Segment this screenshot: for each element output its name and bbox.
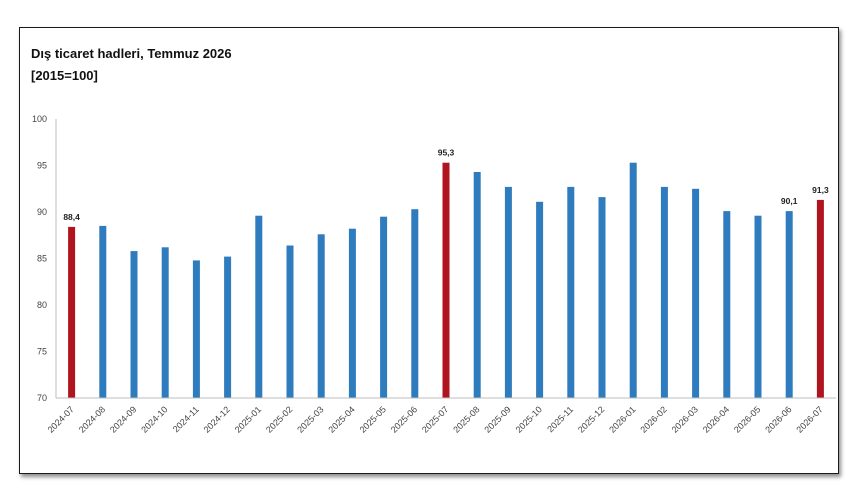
- bar-2025-01: [255, 215, 263, 398]
- x-tick-label: 2025-04: [326, 404, 356, 434]
- data-label: 95,3: [438, 148, 455, 158]
- x-tick-label: 2025-08: [451, 404, 481, 434]
- x-tick-label: 2026-06: [763, 404, 793, 434]
- x-tick-label: 2024-11: [171, 404, 201, 434]
- y-tick-label: 90: [37, 207, 47, 217]
- x-tick-label: 2024-12: [202, 404, 232, 434]
- x-tick-label: 2024-10: [139, 404, 169, 434]
- x-tick-label: 2026-02: [638, 404, 668, 434]
- x-tick-label: 2024-08: [77, 404, 107, 434]
- x-tick-label: 2026-01: [607, 404, 637, 434]
- data-labels: 88,4 95,3 90,1 91,3: [63, 148, 829, 222]
- bar-2024-11: [192, 260, 200, 398]
- data-label: 88,4: [63, 212, 80, 222]
- data-label: 91,3: [812, 185, 829, 195]
- x-tick-label: 2026-05: [732, 404, 762, 434]
- bar-2024-10: [161, 247, 169, 398]
- x-tick-label: 2026-04: [701, 404, 731, 434]
- y-tick-label: 80: [37, 300, 47, 310]
- bar-2025-04: [348, 228, 356, 398]
- y-tick-label: 100: [32, 114, 47, 124]
- bar-2024-09: [130, 251, 138, 398]
- y-tick-label: 75: [37, 347, 47, 357]
- x-tick-label: 2026-07: [794, 404, 824, 434]
- y-axis: 70 75 80 85 90 95 100: [32, 114, 57, 403]
- bar-2025-07: [442, 162, 450, 398]
- bar-2025-05: [380, 216, 388, 398]
- bar-2024-08: [99, 225, 107, 398]
- x-tick-label: 2024-09: [108, 404, 138, 434]
- bar-2026-04: [723, 211, 731, 398]
- data-label: 90,1: [781, 196, 798, 206]
- x-tick-label: 2025-10: [514, 404, 544, 434]
- x-tick-label: 2025-07: [420, 404, 450, 434]
- bar-2025-11: [567, 186, 575, 398]
- bar-2024-07: [68, 226, 76, 398]
- bar-2025-10: [536, 201, 544, 398]
- x-tick-label: 2025-09: [482, 404, 512, 434]
- x-tick-label: 2025-12: [576, 404, 606, 434]
- bars: [68, 162, 824, 399]
- chart-subtitle: [2015=100]: [31, 68, 98, 83]
- bar-2026-03: [692, 188, 700, 399]
- x-tick-label: 2025-02: [264, 404, 294, 434]
- chart-title: Dış ticaret hadleri, Temmuz 2026: [31, 46, 232, 61]
- bar-2026-01: [629, 162, 637, 398]
- bar-2025-12: [598, 197, 606, 398]
- bar-2025-06: [411, 209, 419, 398]
- x-tick-label: 2025-05: [358, 404, 388, 434]
- bar-2025-03: [317, 234, 325, 398]
- x-tick-label: 2025-06: [389, 404, 419, 434]
- x-tick-label: 2024-07: [46, 404, 76, 434]
- bar-2025-08: [473, 172, 481, 398]
- x-tick-label: 2025-11: [545, 404, 575, 434]
- bar-2026-07: [816, 199, 824, 398]
- x-axis: 2024-07 2024-08 2024-09 2024-10 2024-11 2024-…: [46, 397, 836, 435]
- y-tick-label: 70: [37, 393, 47, 403]
- x-tick-label: 2025-03: [295, 404, 325, 434]
- bar-2024-12: [224, 256, 232, 398]
- bar-2026-05: [754, 215, 762, 398]
- x-tick-label: 2026-03: [670, 404, 700, 434]
- x-tick-label: 2025-01: [233, 404, 263, 434]
- bar-2025-09: [504, 186, 512, 398]
- y-tick-label: 85: [37, 254, 47, 264]
- bar-2026-02: [660, 186, 668, 398]
- y-tick-label: 95: [37, 161, 47, 171]
- chart-frame: [19, 27, 839, 474]
- bar-2026-06: [785, 211, 793, 398]
- bar-2025-02: [286, 245, 294, 398]
